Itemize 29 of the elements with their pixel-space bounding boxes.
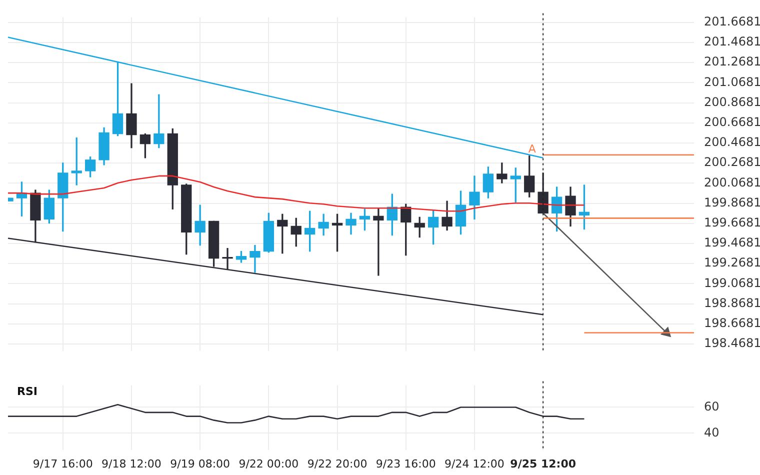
- y-tick-label: 201.0681: [704, 74, 760, 89]
- y-tick-label: 200.0681: [704, 175, 760, 190]
- y-tick-label: 198.8681: [704, 296, 760, 310]
- y-tick-label: 200.2681: [704, 155, 760, 170]
- y-tick-label: 201.6681: [704, 14, 760, 29]
- x-tick-label: 9/19 08:00: [170, 457, 230, 470]
- y-tick-label: 200.6681: [704, 115, 760, 130]
- y-tick-label: 199.0681: [704, 276, 760, 290]
- x-tick-label: 9/17 16:00: [32, 457, 93, 470]
- y-tick-label: 199.8681: [704, 195, 760, 210]
- x-tick-label: 9/22 20:00: [307, 457, 368, 470]
- y-tick-label: 201.2681: [704, 54, 760, 69]
- y-tick-label: 200.8681: [704, 94, 760, 109]
- y-tick-label: 201.4681: [704, 34, 760, 49]
- y-tick-label: 199.2681: [704, 256, 760, 270]
- x-tick-label: 9/18 12:00: [102, 457, 162, 470]
- x-tick-label: 9/24 12:00: [444, 457, 504, 470]
- annotation: A: [528, 142, 536, 156]
- y-tick-label: 198.6681: [704, 316, 760, 330]
- y-tick-label: 40: [704, 425, 720, 440]
- chart-title: RSI: [17, 385, 38, 398]
- y-tick-label: 200.4681: [704, 135, 760, 150]
- x-tick-label: 9/23 16:00: [376, 457, 436, 470]
- y-tick-label: 199.4681: [704, 236, 760, 250]
- y-tick-label: 199.6681: [704, 216, 760, 230]
- x-tick-label: 9/22 00:00: [238, 457, 299, 470]
- y-tick-label: 198.4681: [704, 336, 760, 350]
- y-tick-label: 60: [704, 399, 720, 414]
- x-tick-label: 9/25 12:00: [510, 457, 576, 470]
